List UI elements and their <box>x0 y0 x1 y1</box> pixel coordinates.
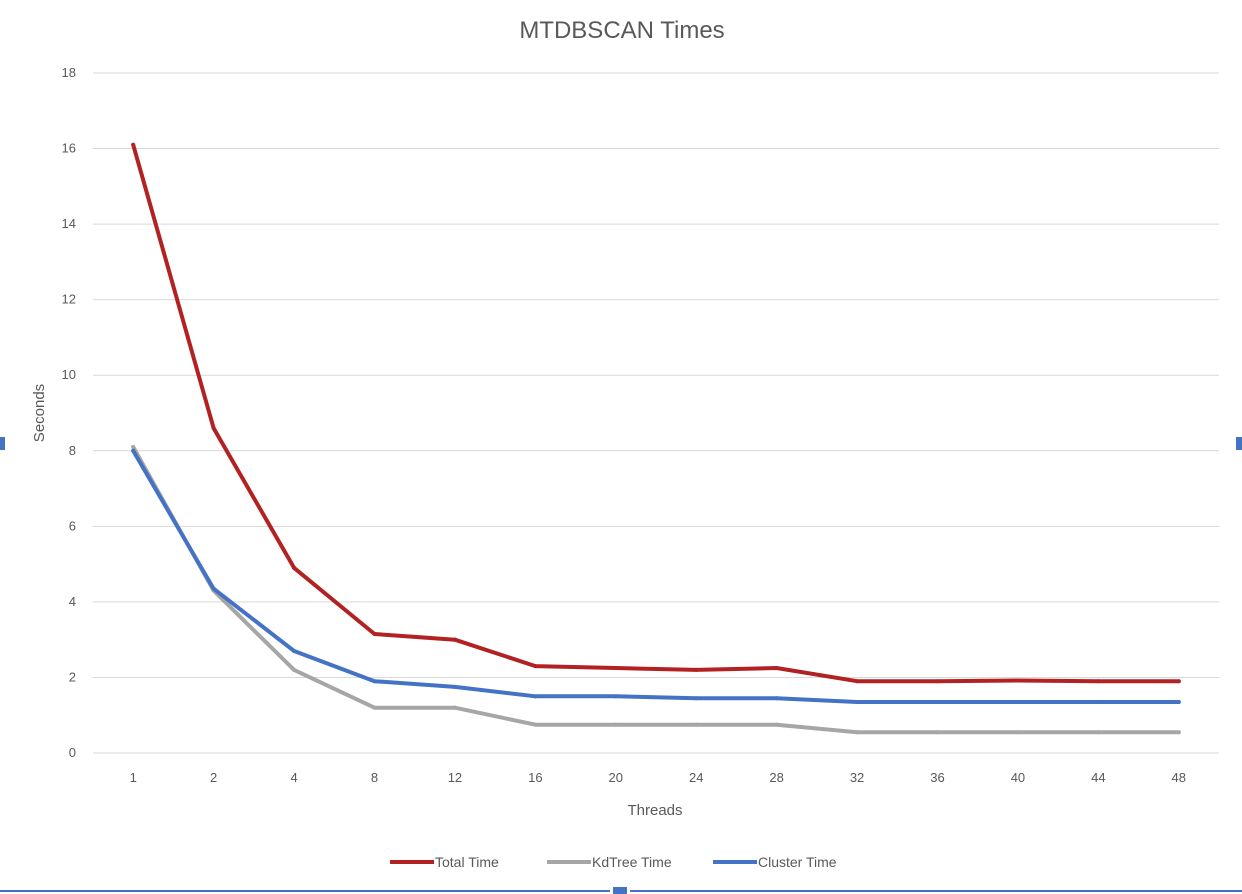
resize-handle-bottom[interactable] <box>613 887 627 894</box>
data-point <box>1176 679 1181 684</box>
legend-label: Total Time <box>435 854 499 870</box>
y-axis-title: Seconds <box>31 384 48 442</box>
x-tick-label: 1 <box>130 770 137 785</box>
data-point <box>935 679 940 684</box>
data-point <box>372 679 377 684</box>
legend-label: Cluster Time <box>758 854 837 870</box>
data-point <box>1176 700 1181 704</box>
y-tick-label: 0 <box>69 745 76 760</box>
y-tick-label: 6 <box>69 518 76 533</box>
data-point <box>452 637 457 642</box>
data-point <box>855 730 860 735</box>
y-tick-label: 14 <box>62 216 76 231</box>
x-tick-label: 2 <box>210 770 217 785</box>
x-tick-label: 4 <box>290 770 297 785</box>
x-tick-label: 48 <box>1172 770 1186 785</box>
y-tick-label: 12 <box>62 292 76 307</box>
data-point <box>855 700 860 704</box>
resize-handle-left[interactable] <box>0 437 5 450</box>
data-point <box>211 586 216 591</box>
series-line-kdtree-time[interactable] <box>131 445 1181 735</box>
data-point <box>1096 700 1101 704</box>
series-line-total-time[interactable] <box>131 142 1181 684</box>
x-tick-label: 36 <box>930 770 944 785</box>
legend-label: KdTree Time <box>592 854 672 870</box>
data-point <box>774 696 779 701</box>
y-tick-label: 18 <box>62 65 76 80</box>
data-point <box>774 666 779 670</box>
x-tick-label: 8 <box>371 770 378 785</box>
data-point <box>211 426 216 431</box>
x-axis-ticks: 1 2 4 8 12 16 20 24 28 32 36 40 44 48 <box>130 770 1186 785</box>
data-point <box>131 445 136 449</box>
data-point <box>613 694 618 699</box>
y-tick-label: 10 <box>62 367 76 382</box>
data-point <box>292 565 297 570</box>
data-point <box>694 696 699 701</box>
resize-handle-right[interactable] <box>1236 437 1242 450</box>
data-point <box>774 722 779 727</box>
selection-border-bottom-left <box>0 890 610 892</box>
data-point <box>1015 678 1020 683</box>
data-point <box>131 142 136 147</box>
x-tick-label: 24 <box>689 770 703 785</box>
x-tick-label: 28 <box>769 770 783 785</box>
data-point <box>533 664 538 669</box>
data-point <box>372 705 377 710</box>
data-point <box>694 722 699 727</box>
data-point <box>1096 730 1101 735</box>
data-point <box>1015 700 1020 704</box>
x-tick-label: 44 <box>1091 770 1105 785</box>
data-point <box>452 684 457 689</box>
data-point <box>613 666 618 670</box>
data-point <box>1096 679 1101 684</box>
series-line-cluster-time[interactable] <box>131 448 1181 704</box>
y-tick-label: 16 <box>62 141 76 156</box>
x-tick-label: 20 <box>609 770 623 785</box>
data-point <box>1015 730 1020 735</box>
data-point <box>935 700 940 704</box>
data-point <box>855 679 860 684</box>
data-point <box>131 448 136 453</box>
data-point <box>292 667 297 672</box>
data-point <box>533 722 538 727</box>
x-axis-title: Threads <box>627 802 682 819</box>
x-tick-label: 32 <box>850 770 864 785</box>
chart-title: MTDBSCAN Times <box>519 17 724 44</box>
data-point <box>694 667 699 672</box>
x-tick-label: 16 <box>528 770 542 785</box>
legend: Total Time KdTree Time Cluster Time <box>390 854 837 870</box>
y-tick-label: 8 <box>69 443 76 458</box>
data-point <box>292 649 297 653</box>
data-point <box>533 694 538 699</box>
data-point <box>452 705 457 710</box>
gridlines <box>93 72 1219 754</box>
data-point <box>935 730 940 735</box>
x-tick-label: 40 <box>1011 770 1025 785</box>
series-lines <box>131 142 1181 735</box>
x-tick-label: 12 <box>448 770 462 785</box>
y-axis-ticks: 0 2 4 6 8 10 12 14 16 18 <box>62 65 76 760</box>
data-point <box>1176 730 1181 735</box>
selection-border-bottom-right <box>630 890 1242 892</box>
y-tick-label: 2 <box>69 669 76 684</box>
data-point <box>372 632 377 636</box>
y-tick-label: 4 <box>69 594 76 609</box>
data-point <box>613 722 618 727</box>
